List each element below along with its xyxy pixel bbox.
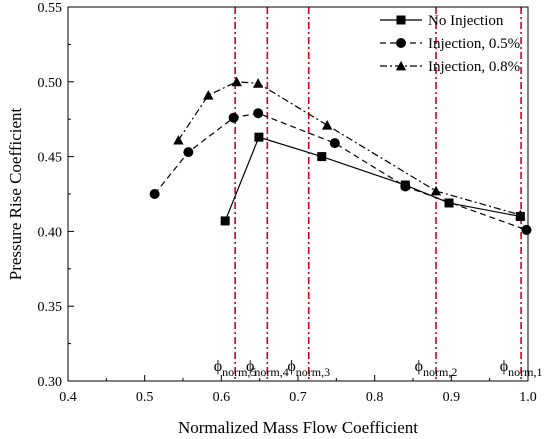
triangle-marker	[395, 60, 407, 71]
y-tick-label: 0.30	[38, 375, 63, 390]
triangle-marker	[231, 76, 242, 87]
circle-marker	[400, 181, 411, 192]
circle-marker	[329, 138, 340, 149]
circle-marker	[396, 38, 406, 48]
x-tick-label: 1.0	[519, 390, 537, 405]
x-tick-label: 0.6	[213, 390, 231, 405]
x-tick-label: 0.7	[289, 390, 307, 405]
series-group	[149, 76, 532, 235]
triangle-marker	[430, 185, 442, 196]
triangle-marker	[321, 120, 333, 130]
series-line	[224, 136, 521, 222]
series	[149, 108, 532, 235]
reference-label: ϕnorm,3	[287, 358, 330, 379]
y-tick-label: 0.55	[38, 1, 63, 16]
x-axis: 0.4 0.5 0.6 0.7 0.8 0.9 1.0	[59, 375, 537, 405]
square-marker	[317, 152, 327, 162]
square-marker	[220, 216, 230, 226]
square-marker	[444, 198, 454, 208]
x-tick-label: 0.9	[443, 390, 461, 405]
circle-marker	[253, 108, 264, 119]
x-tick-label: 0.8	[366, 390, 384, 405]
square-marker	[254, 132, 264, 142]
legend-label: No Injection	[428, 13, 504, 29]
legend: No Injection Injection, 0.5% Injection, 0.…	[380, 13, 520, 75]
triangle-marker	[515, 209, 526, 220]
y-tick-label: 0.50	[38, 76, 63, 91]
y-axis: 0.30 0.35 0.40 0.45 0.50 0.55	[38, 1, 74, 390]
legend-label: Injection, 0.5%	[428, 36, 520, 52]
circle-marker	[521, 224, 532, 235]
x-tick-label: 0.5	[136, 390, 154, 405]
y-axis-label: Pressure Rise Coefficient	[6, 107, 25, 280]
circle-marker	[228, 112, 239, 123]
square-marker	[396, 15, 406, 25]
series-line	[154, 112, 527, 231]
series	[220, 132, 525, 226]
series-line	[177, 81, 521, 216]
y-tick-label: 0.45	[38, 151, 63, 166]
triangle-marker	[203, 90, 214, 100]
reference-label: ϕnorm,1	[500, 358, 543, 379]
x-tick-label: 0.4	[59, 390, 77, 405]
legend-label: Injection, 0.8%	[428, 59, 520, 75]
circle-marker	[149, 189, 160, 199]
triangle-marker	[173, 134, 184, 145]
circle-marker	[183, 147, 194, 158]
y-tick-label: 0.40	[38, 225, 63, 240]
y-tick-label: 0.35	[38, 300, 63, 315]
triangle-marker	[252, 78, 264, 88]
x-axis-label: Normalized Mass Flow Coefficient	[178, 418, 418, 437]
series	[173, 76, 526, 220]
